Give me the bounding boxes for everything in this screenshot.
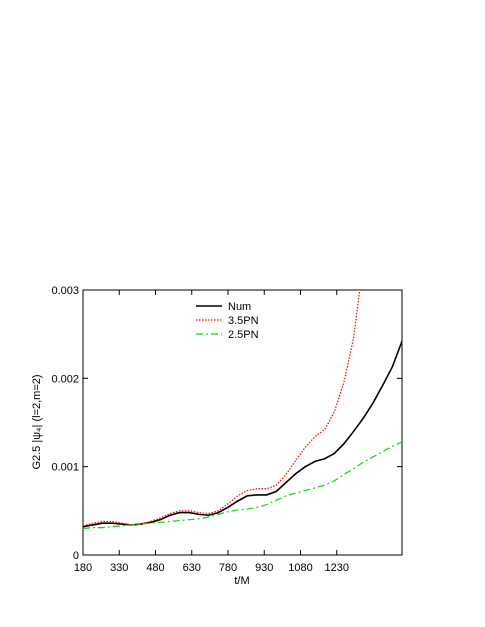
x-tick-label: 180 bbox=[74, 562, 92, 574]
x-tick-label: 1230 bbox=[325, 562, 349, 574]
plot-frame bbox=[82, 289, 403, 556]
series-line-3-5pn bbox=[83, 290, 361, 527]
series-line-num bbox=[83, 340, 402, 528]
x-tick-label: 480 bbox=[146, 562, 164, 574]
y-tick-label: 0 bbox=[73, 550, 79, 562]
series-line-2-5pn bbox=[83, 441, 402, 530]
legend: Num 3.5PN 2.5PN bbox=[196, 301, 259, 341]
x-axis-label: t/M bbox=[234, 575, 249, 587]
x-tick-label: 780 bbox=[219, 562, 237, 574]
y-tick-label: 0.003 bbox=[51, 285, 79, 297]
x-tick-label: 630 bbox=[183, 562, 201, 574]
legend-label: 3.5PN bbox=[228, 315, 259, 327]
axis-ticks bbox=[82, 289, 402, 556]
legend-label: Num bbox=[228, 301, 251, 313]
y-tick-label: 0.002 bbox=[51, 373, 79, 385]
y-axis-label: G2.5 |ψ₄| (l=2,m=2) bbox=[31, 374, 43, 469]
x-tick-label: 1080 bbox=[288, 562, 312, 574]
axis-tick-labels: 180 330 480 630 780 930 1080 1230 0 0.001 0.002 0.0… bbox=[51, 285, 349, 574]
y-tick-label: 0.001 bbox=[51, 462, 79, 474]
x-tick-label: 930 bbox=[255, 562, 273, 574]
x-tick-label: 330 bbox=[110, 562, 128, 574]
plot-area bbox=[83, 290, 402, 530]
legend-label: 2.5PN bbox=[228, 329, 259, 341]
